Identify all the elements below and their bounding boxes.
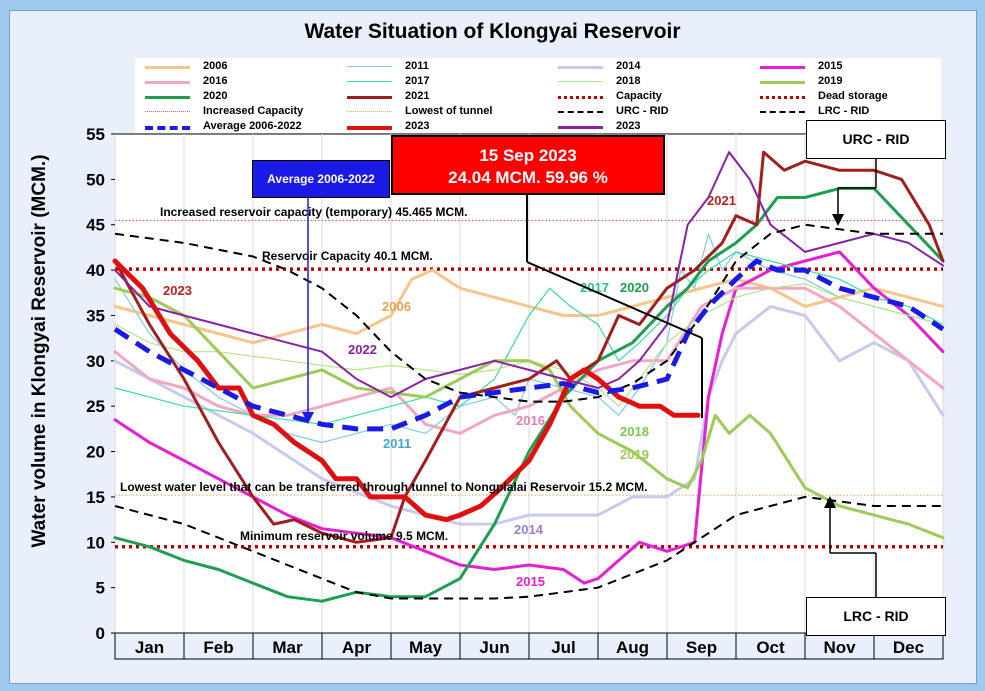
urc-rid-line [114,223,943,403]
series-line-2023 [114,151,944,399]
legend-label: 2018 [616,75,641,87]
legend-swatch [558,111,603,113]
series-line-2018 [114,283,944,407]
year-label: 2017 [580,280,609,295]
y-tick-label: 10 [86,533,105,552]
month-label: Oct [756,638,785,657]
month-label: Mar [272,638,303,657]
increased-capacity-label: Increased reservoir capacity (temporary)… [160,205,467,219]
y-tick-label: 35 [86,306,105,325]
legend-swatch [145,81,190,84]
y-tick-label: 40 [86,261,105,280]
legend-label: 2006 [203,60,228,72]
month-label: Nov [823,638,856,657]
legend-label: 2020 [203,90,228,102]
month-label: Feb [203,638,233,657]
legend-label: 2015 [818,60,843,72]
legend-swatch [558,66,603,69]
legend-label: Lowest of tunnel [405,105,493,117]
y-tick-label: 0 [96,624,105,643]
y-tick-label: 25 [86,397,105,416]
legend-label: 2023 [616,120,641,132]
y-tick-label: 55 [86,125,105,144]
tunnel-label: Lowest water level that can be transferr… [120,480,647,494]
month-label: Apr [342,638,372,657]
year-label: 2015 [516,574,545,589]
legend-swatch [760,96,805,99]
year-label: 2023 [163,283,192,298]
chart-title: Water Situation of Klongyai Reservoir [304,20,681,43]
year-label: 2020 [620,280,649,295]
legend-label: 2023 [405,120,430,132]
legend-swatch [347,81,392,82]
month-label: Jul [551,638,576,657]
callout-connector [526,261,703,339]
legend-label: 2017 [405,75,430,87]
month-label: Jan [135,638,164,657]
legend-swatch [558,81,603,82]
capacity-label: Reservoir Capacity 40.1 MCM. [262,249,433,263]
legend-label: 2016 [203,75,228,87]
legend-swatch [145,66,190,69]
year-label: 2006 [382,299,411,314]
urc-callout: URC - RID [806,120,946,159]
legend-swatch [145,111,190,112]
legend-swatch [347,111,392,112]
legend-swatch [558,126,603,129]
series-line-2015 [113,250,945,585]
legend-label: URC - RID [616,105,669,117]
legend-swatch [145,96,190,99]
y-tick-label: 5 [96,579,105,598]
legend-swatch [347,96,392,99]
legend-label: 2014 [616,60,641,72]
legend-label: 2011 [405,60,429,72]
average-line [113,258,945,432]
legend-label: Average 2006-2022 [203,120,302,132]
average-pointer-head [302,412,314,424]
legend-label: Capacity [616,90,662,102]
month-label: Jun [479,638,509,657]
legend-swatch [145,126,190,130]
month-label: May [409,638,443,657]
legend-label: LRC - RID [818,105,870,117]
legend-swatch [558,96,603,99]
current-date: 15 Sep 2023 [479,146,577,165]
y-tick-label: 20 [86,443,105,462]
legend-swatch [347,66,392,67]
legend-label: Increased Capacity [203,105,304,117]
y-tick-label: 45 [86,216,105,235]
legend-swatch [760,81,805,84]
minimum-volume-label: Minimum reservoir volume 9.5 MCM. [240,529,448,543]
legend-swatch [760,66,805,69]
year-label: 2021 [707,193,736,208]
year-label: 2022 [348,342,377,357]
month-label: Sep [686,638,717,657]
y-tick-label: 15 [86,488,105,507]
month-label: Dec [893,638,924,657]
average-callout: Average 2006-2022 [252,160,390,198]
month-label: Aug [616,638,649,657]
current-value-callout: 15 Sep 2023 24.04 MCM. 59.96 % [391,135,665,195]
y-tick-label: 30 [86,352,105,371]
legend-label: Dead storage [818,90,888,102]
year-label: 2011 [383,436,411,451]
urc-pointer-head [832,214,844,226]
legend-label: 2021 [405,90,430,102]
lrc-pointer-head [824,496,836,508]
lrc-rid-line [114,495,943,600]
year-label: 2016 [516,413,545,428]
year-label: 2014 [514,522,544,537]
current-value: 24.04 MCM. 59.96 % [448,168,608,187]
series-line-2006 [113,268,945,345]
legend-swatch [347,126,392,130]
lrc-callout: LRC - RID [806,597,946,636]
series-line-2019 [113,286,945,540]
series-line-2023 [112,258,701,523]
year-label: 2019 [620,447,649,462]
legend-label: 2019 [818,75,843,87]
year-label: 2018 [620,424,649,439]
legend-swatch [760,111,805,113]
y-tick-label: 50 [86,170,105,189]
